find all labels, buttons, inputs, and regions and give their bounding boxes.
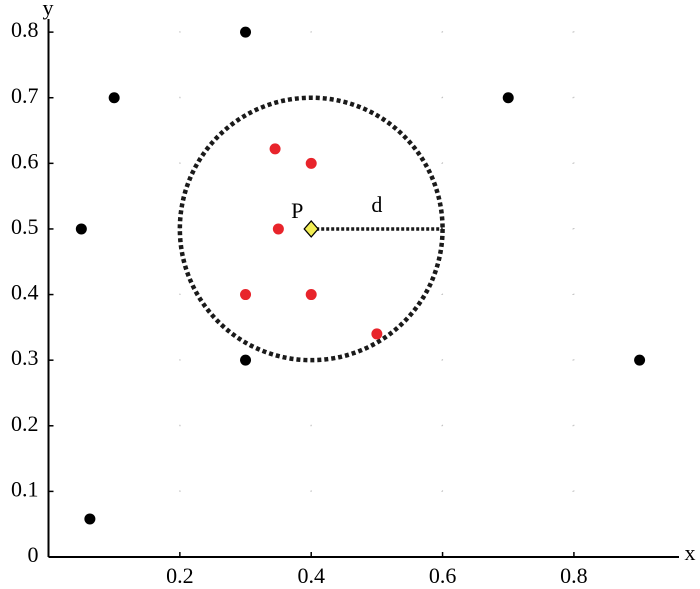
point [502,92,514,104]
x-tick-label: 0.8 [560,563,588,588]
x-axis-label: x [685,540,696,565]
x-tick-label: 0.6 [429,563,457,588]
distance-label: d [371,192,382,217]
y-tick-label: 0.4 [11,280,39,305]
y-tick-label: 0.3 [11,345,39,370]
y-tick-label: 0.6 [11,148,39,173]
center-point [303,220,320,238]
y-tick-label: 0.1 [11,476,39,501]
y-tick-label: 0.7 [11,83,39,108]
point [75,223,87,235]
point [305,289,317,301]
y-tick-label: 0 [28,542,39,567]
y-axis-label: y [43,0,54,20]
point [240,26,252,38]
x-tick-label: 0.2 [166,563,194,588]
y-tick-label: 0.2 [11,411,39,436]
point [108,92,120,104]
y-tick-label: 0.5 [11,214,39,239]
y-tick-label: 0.8 [11,17,39,42]
point [272,223,284,235]
point-label: P [291,198,303,223]
point [240,289,252,301]
point [305,157,317,169]
x-tick-label: 0.4 [297,563,325,588]
point [371,328,383,340]
point [269,143,281,155]
point [634,354,646,366]
point [240,354,252,366]
point [84,513,96,525]
